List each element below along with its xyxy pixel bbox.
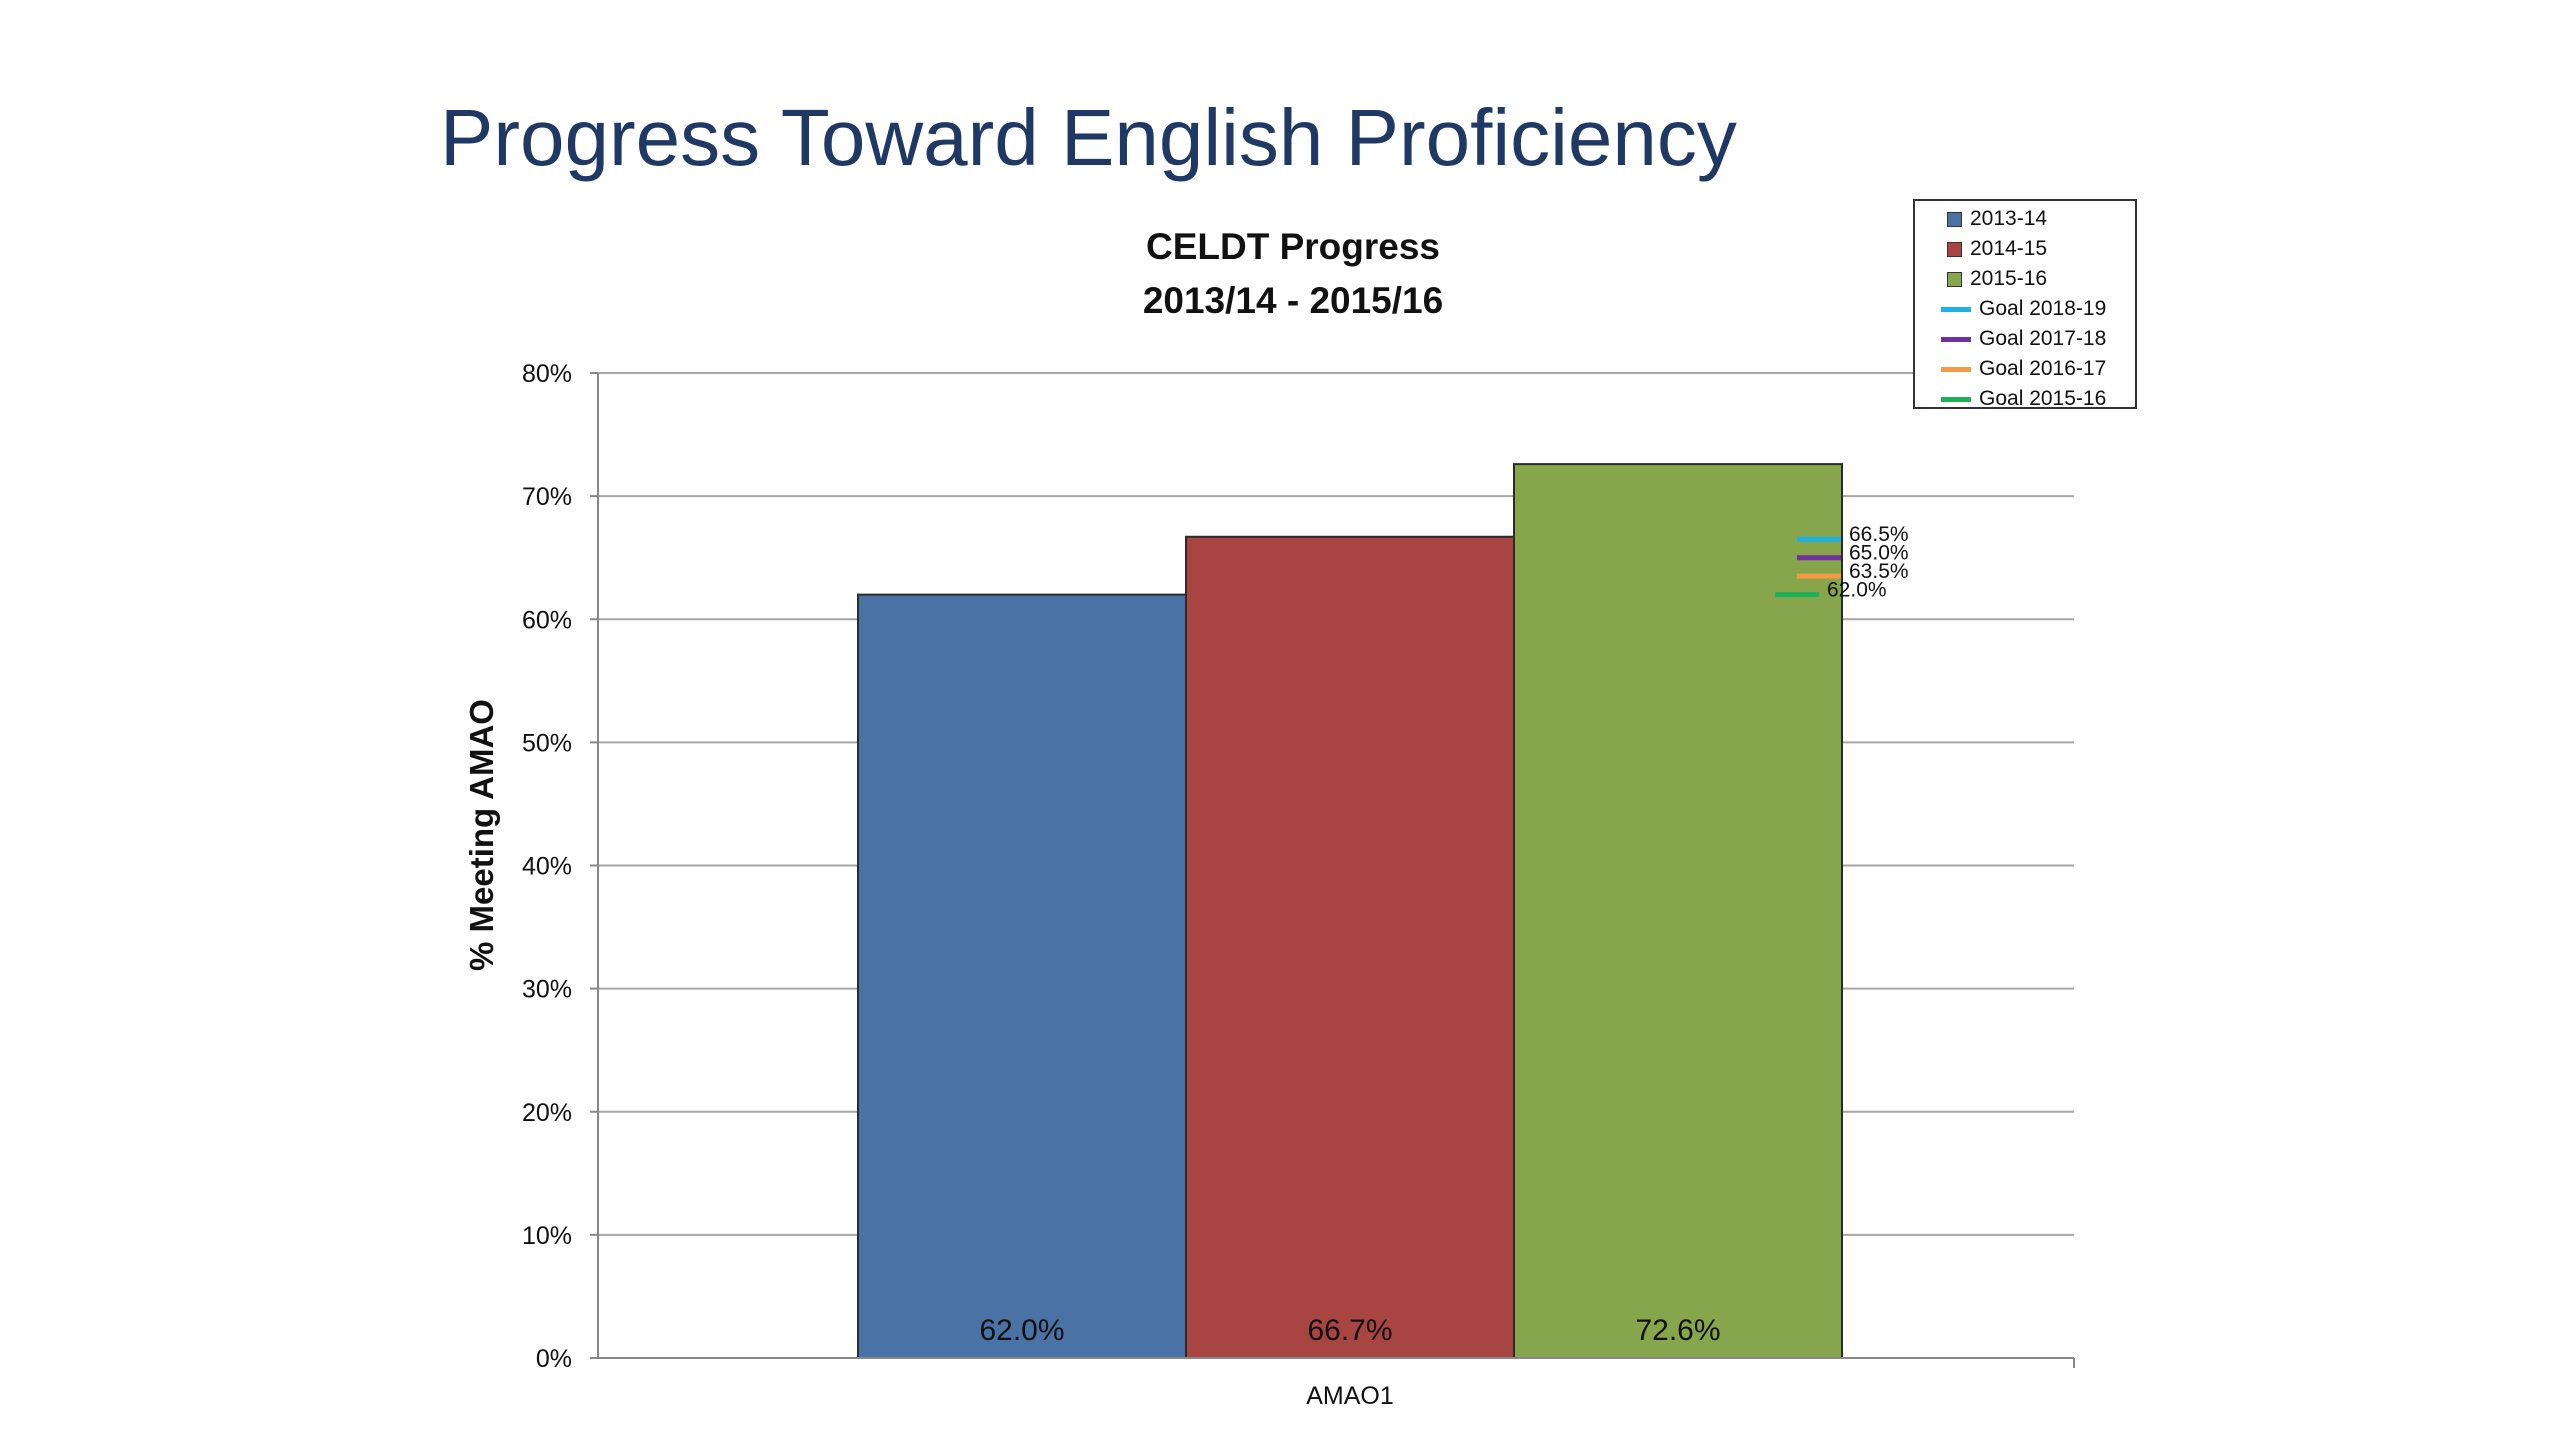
legend-swatch — [1941, 396, 1971, 402]
bar-2014-15 — [1185, 535, 1515, 1359]
y-tick-label: 20% — [522, 1099, 572, 1127]
legend-swatch — [1941, 366, 1971, 372]
legend-label: 2014-15 — [1970, 237, 2048, 260]
legend-item: Goal 2018-19 — [1931, 294, 2135, 324]
slide-title: Progress Toward English Proficiency — [440, 93, 1737, 182]
goal-label: 66.5% — [1849, 523, 1909, 546]
bar-data-label: 62.0% — [979, 1314, 1064, 1347]
y-tick-label: 60% — [522, 606, 572, 634]
legend-label: 2015-16 — [1970, 267, 2048, 290]
goal-label: 65.0% — [1849, 542, 1909, 565]
goal-label: 63.5% — [1849, 560, 1909, 583]
y-tick-label: 40% — [522, 853, 572, 881]
x-tick-label: AMAO1 — [1306, 1382, 1394, 1410]
legend-item: 2015-16 — [1931, 264, 2135, 294]
y-tick-label: 0% — [536, 1345, 572, 1373]
goal-label: 62.0% — [1827, 579, 1887, 602]
y-tick-label: 80% — [522, 360, 572, 388]
legend-item: Goal 2017-18 — [1931, 324, 2135, 354]
bar-data-label: 72.6% — [1635, 1314, 1720, 1347]
chart-subtitle: 2013/14 - 2015/16 — [1143, 280, 1443, 321]
legend-label: 2013-14 — [1970, 207, 2048, 230]
bar-2015-16 — [1513, 463, 1843, 1359]
bar-2013-14 — [857, 593, 1187, 1359]
legend-item: Goal 2016-17 — [1931, 354, 2135, 384]
chart-legend: 2013-14 2014-15 2015-16 Goal 2018-19 Goal 20… — [1913, 199, 2137, 410]
legend-label: Goal 2016-17 — [1979, 357, 2107, 380]
legend-swatch — [1947, 211, 1962, 227]
legend-label: Goal 2017-18 — [1979, 327, 2107, 350]
legend-item: 2013-14 — [1931, 204, 2135, 234]
y-tick-label: 70% — [522, 483, 572, 511]
legend-swatch — [1947, 271, 1962, 287]
legend-item: 2014-15 — [1931, 234, 2135, 264]
chart-title: CELDT Progress — [1146, 226, 1440, 267]
legend-swatch — [1941, 306, 1971, 312]
legend-label: Goal 2015-16 — [1979, 387, 2107, 410]
legend-label: Goal 2018-19 — [1979, 297, 2107, 320]
legend-swatch — [1941, 336, 1971, 342]
legend-swatch — [1947, 241, 1962, 257]
y-tick-label: 50% — [522, 729, 572, 757]
y-tick-label: 10% — [522, 1222, 572, 1250]
y-axis-label: % Meeting AMAO — [463, 699, 500, 971]
y-tick-label: 30% — [522, 976, 572, 1004]
bar-data-label: 66.7% — [1307, 1314, 1392, 1347]
legend-item: Goal 2015-16 — [1931, 384, 2135, 414]
